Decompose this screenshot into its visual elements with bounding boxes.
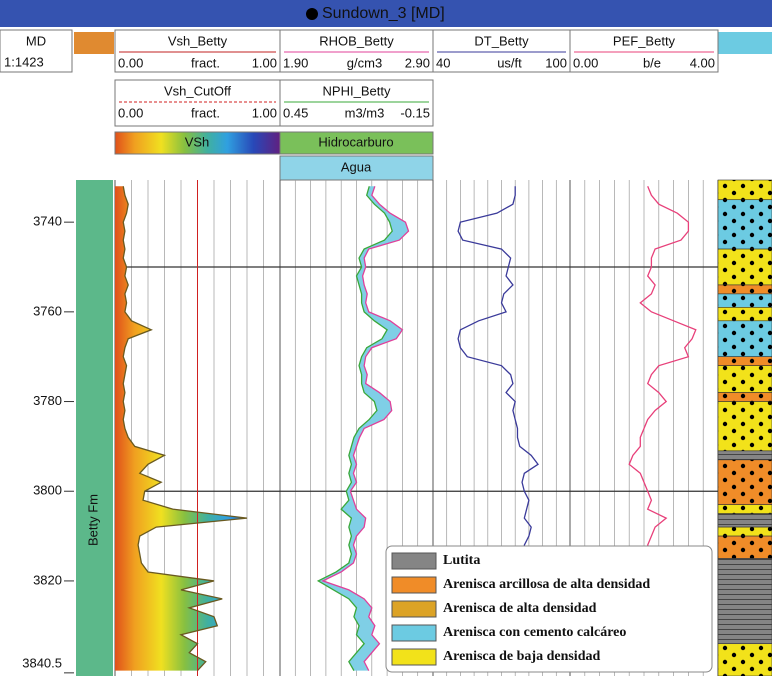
scale-unit: b/e bbox=[643, 55, 661, 70]
rhob-curve bbox=[321, 186, 410, 671]
legend-swatch bbox=[391, 648, 437, 666]
scale-max: 100 bbox=[545, 55, 567, 70]
scale-unit: m3/m3 bbox=[345, 105, 385, 120]
title-dot bbox=[306, 8, 318, 20]
scale-min: 40 bbox=[436, 55, 450, 70]
legend-box bbox=[385, 545, 713, 673]
header-cell bbox=[279, 29, 434, 73]
scale-max: -0.15 bbox=[400, 105, 430, 120]
hydrocarbon-label: Hidrocarburo bbox=[318, 134, 393, 149]
depth-label: 3840.5 bbox=[22, 655, 62, 670]
water-box bbox=[279, 155, 434, 181]
lithology-pattern bbox=[718, 365, 772, 393]
vsh-color-label: VSh bbox=[185, 134, 210, 149]
lithology-pattern bbox=[718, 392, 772, 402]
formation-name: Betty Fm bbox=[85, 494, 100, 546]
lithology-pattern bbox=[718, 459, 772, 505]
legend-label: Lutita bbox=[443, 553, 480, 568]
track-name: Vsh_Betty bbox=[168, 33, 228, 48]
md-scale: 1:1423 bbox=[4, 54, 44, 69]
track-name: DT_Betty bbox=[474, 33, 529, 48]
water-label: Agua bbox=[341, 159, 372, 174]
lithology-pattern bbox=[718, 558, 772, 644]
scale-unit: us/ft bbox=[497, 55, 522, 70]
scale-min: 0.00 bbox=[573, 55, 598, 70]
title: Sundown_3 [MD] bbox=[322, 5, 445, 22]
lithology-pattern bbox=[718, 450, 772, 460]
lith-icon-right bbox=[718, 32, 772, 54]
scale-min: 1.90 bbox=[283, 55, 308, 70]
lithology-pattern bbox=[718, 513, 772, 528]
track-name: Vsh_CutOff bbox=[164, 83, 231, 98]
legend-swatch bbox=[391, 600, 437, 618]
depth-label: 3820 bbox=[33, 572, 62, 587]
legend-label: Arenisca con cemento calcáreo bbox=[443, 625, 626, 640]
lithology-pattern bbox=[718, 199, 772, 250]
rhob-nphi-fill bbox=[318, 186, 409, 671]
depth-label: 3780 bbox=[33, 393, 62, 408]
lithology-pattern bbox=[718, 401, 772, 451]
legend-swatch bbox=[391, 624, 437, 642]
legend-swatch bbox=[391, 552, 437, 570]
hydrocarbon-box bbox=[279, 131, 434, 155]
formation-column bbox=[76, 180, 113, 676]
scale-min: 0.00 bbox=[118, 105, 143, 120]
lithology-pattern bbox=[718, 284, 772, 294]
legend-label: Arenisca arcillosa de alta densidad bbox=[443, 577, 650, 592]
depth-label: 3760 bbox=[33, 303, 62, 318]
lith-icon bbox=[74, 32, 114, 54]
header-cell bbox=[114, 79, 281, 127]
vsh-curve bbox=[122, 186, 248, 672]
lithology-pattern bbox=[718, 527, 772, 537]
scale-min: 0.45 bbox=[283, 105, 308, 120]
track-name: NPHI_Betty bbox=[323, 83, 391, 98]
scale-unit: fract. bbox=[191, 55, 220, 70]
legend-swatch bbox=[391, 576, 437, 594]
lithology-pattern bbox=[718, 180, 772, 200]
header-cell bbox=[432, 29, 571, 73]
lithology-pattern bbox=[718, 307, 772, 321]
scale-max: 2.90 bbox=[405, 55, 430, 70]
lithology-pattern bbox=[718, 249, 772, 285]
scale-max: 1.00 bbox=[252, 105, 277, 120]
lithology-pattern bbox=[718, 320, 772, 357]
track-name: RHOB_Betty bbox=[319, 33, 394, 48]
lithology-pattern bbox=[718, 536, 772, 559]
depth-label: 3800 bbox=[33, 483, 62, 498]
scale-max: 4.00 bbox=[690, 55, 715, 70]
lithology-pattern bbox=[718, 356, 772, 366]
legend-label: Arenisca de baja densidad bbox=[443, 649, 600, 664]
scale-unit: fract. bbox=[191, 105, 220, 120]
scale-max: 1.00 bbox=[252, 55, 277, 70]
vsh-fill bbox=[115, 186, 247, 671]
legend-label: Arenisca de alta densidad bbox=[443, 601, 597, 616]
header-cell bbox=[569, 29, 719, 73]
header-cell bbox=[0, 29, 73, 73]
title-bar bbox=[0, 0, 772, 27]
md-header: MD bbox=[26, 33, 46, 48]
lithology-pattern bbox=[718, 504, 772, 514]
lithology-pattern bbox=[718, 293, 772, 308]
header-cell bbox=[279, 79, 434, 127]
scale-unit: g/cm3 bbox=[347, 55, 382, 70]
lithology-pattern bbox=[718, 643, 772, 676]
nphi-curve bbox=[316, 186, 393, 671]
depth-label: 3740 bbox=[33, 214, 62, 229]
scale-min: 0.00 bbox=[118, 55, 143, 70]
track-name: PEF_Betty bbox=[613, 33, 676, 48]
